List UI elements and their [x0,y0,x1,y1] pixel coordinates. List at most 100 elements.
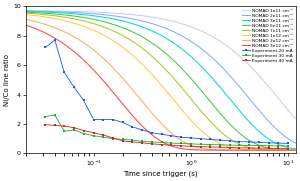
NOMAD 3e12 cm⁻³ [229,149,233,151]
Experiment 40 mA [208,146,212,148]
NOMAD 5e11 cm⁻³ [106,22,109,24]
NOMAD 1e12 cm⁻³ [294,149,298,151]
NOMAD 5e11 cm⁻³ [24,11,27,13]
Experiment 30 mA [72,129,76,131]
Experiment 20 mA [130,126,134,128]
Experiment 40 mA [150,143,154,145]
NOMAD 7e11 cm⁻³ [155,60,159,62]
NOMAD 3e12 cm⁻³ [144,128,148,131]
NOMAD 2e11 cm⁻³ [183,36,187,39]
Experiment 20 mA [218,139,222,141]
NOMAD 1e12 cm⁻³ [229,146,233,149]
Experiment 30 mA [169,142,173,144]
Line: NOMAD 3e12 cm⁻³: NOMAD 3e12 cm⁻³ [26,25,296,150]
Experiment 30 mA [111,138,115,140]
NOMAD 3e11 cm⁻³ [155,32,159,34]
Experiment 30 mA [62,130,66,132]
Experiment 20 mA [179,136,183,138]
NOMAD 1e11 cm⁻³ [294,118,298,120]
Experiment 30 mA [82,132,85,135]
NOMAD 1e11 cm⁻³ [155,17,159,19]
NOMAD 7e11 cm⁻³ [294,149,298,151]
NOMAD 2e12 cm⁻³ [155,118,159,120]
Experiment 30 mA [140,140,144,142]
Experiment 40 mA [44,124,47,126]
NOMAD 2e12 cm⁻³ [294,149,297,151]
Line: NOMAD 2e11 cm⁻³: NOMAD 2e11 cm⁻³ [26,11,296,143]
NOMAD 3e12 cm⁻³ [106,84,109,87]
Experiment 40 mA [199,146,202,148]
Experiment 30 mA [179,142,183,144]
Experiment 40 mA [72,127,76,129]
Experiment 20 mA [189,137,193,139]
NOMAD 2e11 cm⁻³ [106,14,109,16]
Experiment 20 mA [277,142,280,144]
NOMAD 1e11 cm⁻³ [229,48,233,50]
Experiment 40 mA [140,142,144,144]
Experiment 30 mA [150,141,154,143]
Line: NOMAD 1e12 cm⁻³: NOMAD 1e12 cm⁻³ [26,14,296,150]
Experiment 40 mA [267,147,271,149]
Experiment 20 mA [111,118,115,121]
Legend: NOMAD 1e11 cm⁻³, NOMAD 2e11 cm⁻³, NOMAD 3e11 cm⁻³, NOMAD 5e11 cm⁻³, NOMAD 7e11 c: NOMAD 1e11 cm⁻³, NOMAD 2e11 cm⁻³, NOMAD … [242,8,294,63]
Experiment 20 mA [228,140,232,142]
Experiment 30 mA [130,139,134,141]
NOMAD 2e12 cm⁻³ [229,149,233,151]
Experiment 30 mA [189,143,193,145]
Experiment 30 mA [53,114,57,116]
Y-axis label: Ni/Co line ratio: Ni/Co line ratio [4,54,10,106]
NOMAD 1e11 cm⁻³ [120,13,124,15]
NOMAD 2e12 cm⁻³ [106,61,109,63]
NOMAD 1e12 cm⁻³ [24,13,27,16]
Experiment 40 mA [121,140,124,142]
NOMAD 1e12 cm⁻³ [120,46,124,48]
Experiment 40 mA [286,148,290,150]
NOMAD 2e12 cm⁻³ [183,141,187,143]
NOMAD 1e12 cm⁻³ [144,67,148,69]
Experiment 30 mA [228,144,232,146]
NOMAD 3e12 cm⁻³ [120,102,124,104]
Experiment 30 mA [218,144,222,146]
Experiment 20 mA [199,138,202,140]
Experiment 30 mA [248,144,251,147]
NOMAD 5e11 cm⁻³ [144,38,148,40]
Experiment 40 mA [111,137,115,139]
Experiment 20 mA [208,138,212,140]
Experiment 40 mA [62,125,66,127]
Experiment 40 mA [101,134,105,136]
Experiment 30 mA [101,136,105,138]
Experiment 30 mA [267,145,271,147]
NOMAD 3e11 cm⁻³ [183,50,187,52]
NOMAD 2e11 cm⁻³ [24,10,27,12]
Line: Experiment 20 mA: Experiment 20 mA [44,39,290,145]
NOMAD 2e11 cm⁻³ [229,76,233,78]
Experiment 20 mA [121,121,124,124]
NOMAD 1e12 cm⁻³ [106,36,109,38]
Experiment 30 mA [277,145,280,147]
Experiment 40 mA [130,141,134,143]
Line: Experiment 40 mA: Experiment 40 mA [44,123,290,150]
NOMAD 3e11 cm⁻³ [106,17,109,19]
Experiment 20 mA [257,141,261,143]
NOMAD 1e11 cm⁻³ [24,10,27,12]
NOMAD 5e11 cm⁻³ [155,46,159,48]
Experiment 30 mA [92,135,95,137]
Experiment 20 mA [248,141,251,143]
NOMAD 2e11 cm⁻³ [144,21,148,23]
Experiment 20 mA [140,129,144,131]
NOMAD 3e11 cm⁻³ [294,148,298,150]
NOMAD 3e12 cm⁻³ [24,24,27,26]
Experiment 40 mA [92,132,95,134]
Experiment 20 mA [286,142,290,144]
Experiment 40 mA [160,144,164,146]
NOMAD 2e12 cm⁻³ [294,149,298,151]
Line: NOMAD 1e11 cm⁻³: NOMAD 1e11 cm⁻³ [26,11,296,119]
Line: NOMAD 5e11 cm⁻³: NOMAD 5e11 cm⁻³ [26,12,296,150]
NOMAD 7e11 cm⁻³ [229,138,233,141]
Experiment 30 mA [160,141,164,144]
Experiment 20 mA [169,135,173,137]
Experiment 30 mA [44,115,47,118]
Experiment 40 mA [248,147,251,149]
Experiment 20 mA [238,140,241,143]
NOMAD 1e11 cm⁻³ [183,24,187,26]
